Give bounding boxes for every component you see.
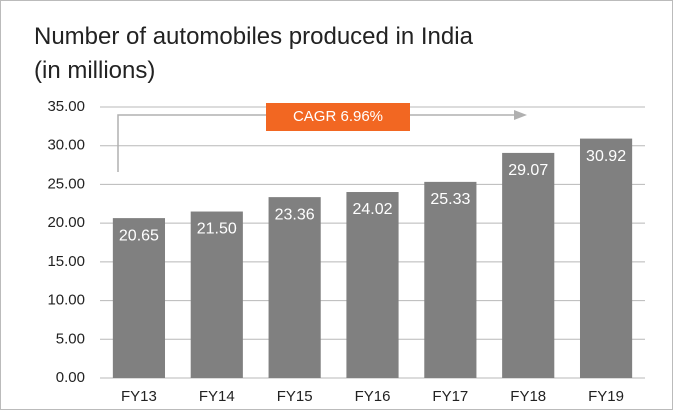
x-tick-label: FY16 xyxy=(355,388,391,405)
bar xyxy=(190,211,243,378)
y-tick-label: 25.00 xyxy=(47,175,85,192)
x-tick-label: FY14 xyxy=(199,388,235,405)
bar xyxy=(112,218,166,378)
x-tick-label: FY19 xyxy=(588,388,624,405)
bar xyxy=(268,197,321,378)
data-label: 29.07 xyxy=(508,162,548,179)
chart-title: Number of automobiles produced in India xyxy=(34,23,474,50)
data-label: 21.50 xyxy=(197,221,237,238)
y-tick-label: 20.00 xyxy=(47,214,85,231)
data-label: 24.02 xyxy=(352,201,392,218)
bar xyxy=(502,152,555,378)
bar xyxy=(424,181,477,378)
data-label: 25.33 xyxy=(430,191,470,208)
y-tick-label: 30.00 xyxy=(47,137,85,154)
arrow-head xyxy=(514,110,527,120)
annotation: CAGR 6.96% xyxy=(293,108,383,125)
y-tick-label: 35.00 xyxy=(47,98,85,115)
x-tick-label: FY18 xyxy=(510,388,546,405)
x-tick-label: FY17 xyxy=(432,388,468,405)
x-tick-label: FY15 xyxy=(277,388,313,405)
bar xyxy=(579,138,633,378)
data-label: 30.92 xyxy=(586,148,626,165)
y-tick-label: 0.00 xyxy=(56,369,85,386)
y-tick-label: 15.00 xyxy=(47,253,85,270)
data-label: 20.65 xyxy=(119,227,159,244)
y-tick-label: 5.00 xyxy=(56,330,85,347)
cagr-arrow: CAGR 6.96% xyxy=(117,103,527,172)
annotation-box xyxy=(266,103,410,131)
data-label: 23.36 xyxy=(275,206,315,223)
bar xyxy=(346,192,399,378)
bars: 20.65 FY13 21.50 FY14 23.36 FY15 24.02 FY16 25.3… xyxy=(112,138,633,405)
y-tick-label: 10.00 xyxy=(47,292,85,309)
chart-subtitle: (in millions) xyxy=(34,57,155,84)
x-tick-label: FY13 xyxy=(121,388,157,405)
